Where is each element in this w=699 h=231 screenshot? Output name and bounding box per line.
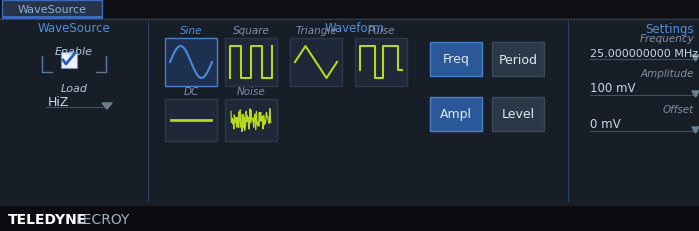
Bar (430, 97, 482, 131)
Text: Frequency: Frequency (640, 34, 694, 44)
Text: Waveform: Waveform (325, 22, 385, 35)
Bar (165, 100, 217, 141)
Bar (61, 53, 77, 69)
Bar (290, 39, 342, 87)
Text: Period: Period (498, 53, 538, 66)
Bar (2, 17, 102, 20)
Text: WaveSource: WaveSource (38, 22, 110, 35)
Polygon shape (692, 128, 699, 134)
Text: Square: Square (233, 26, 269, 36)
Bar (0, 19, 699, 206)
Text: LECROY: LECROY (76, 212, 131, 226)
Text: 100 mV: 100 mV (590, 82, 635, 95)
Text: Level: Level (501, 108, 535, 121)
Text: Sine: Sine (180, 26, 202, 36)
Bar (430, 43, 482, 77)
Text: Settings: Settings (645, 22, 694, 35)
Text: Pulse: Pulse (367, 26, 395, 36)
Text: WaveSource: WaveSource (17, 5, 87, 15)
Text: Ampl: Ampl (440, 108, 472, 121)
Text: DC: DC (183, 87, 199, 97)
Text: Freq: Freq (442, 53, 470, 66)
Text: 0 mV: 0 mV (590, 118, 621, 131)
Bar (2, 1, 102, 19)
Bar (0, 0, 699, 19)
Bar (225, 39, 277, 87)
Text: Enable: Enable (55, 47, 93, 57)
Text: HiZ: HiZ (48, 95, 69, 108)
Bar (492, 97, 544, 131)
Text: Load: Load (61, 84, 87, 94)
Bar (355, 39, 407, 87)
Text: Offset: Offset (663, 105, 694, 115)
Text: Triangle: Triangle (295, 26, 337, 36)
Polygon shape (102, 103, 112, 109)
Text: Noise: Noise (237, 87, 266, 97)
Polygon shape (692, 92, 699, 97)
Text: Amplitude: Amplitude (640, 69, 694, 79)
Bar (225, 100, 277, 141)
Bar (165, 39, 217, 87)
Bar (492, 43, 544, 77)
Polygon shape (692, 56, 699, 62)
Text: TELEDYNE: TELEDYNE (8, 212, 87, 226)
Bar (0, 206, 699, 231)
Text: 25.000000000 MHz: 25.000000000 MHz (590, 49, 698, 59)
